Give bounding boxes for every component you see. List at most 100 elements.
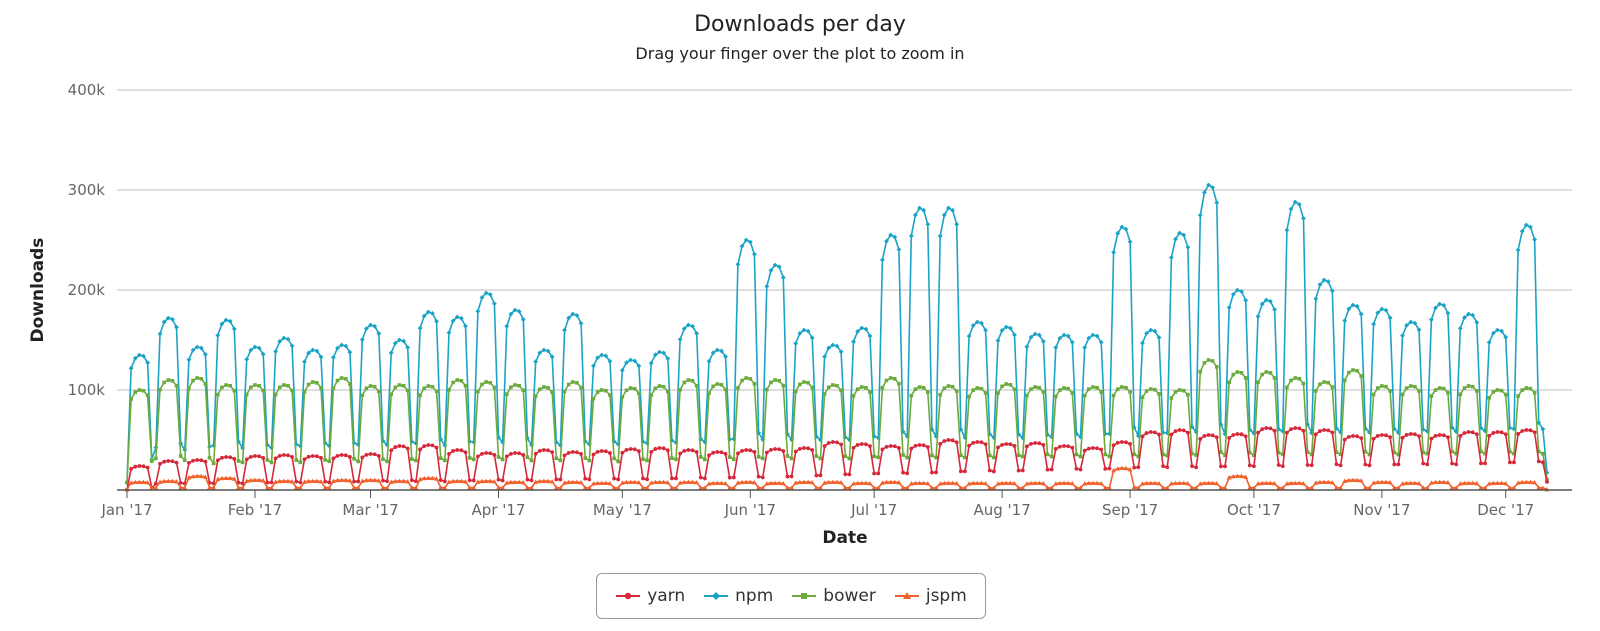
legend-item-bower[interactable]: bower bbox=[791, 586, 876, 606]
data-point-npm bbox=[1173, 236, 1178, 242]
data-point-bower bbox=[674, 457, 678, 462]
data-point-npm bbox=[1012, 332, 1017, 338]
data-point-yarn bbox=[1417, 434, 1421, 439]
data-point-bower bbox=[1177, 388, 1182, 392]
data-point-jspm bbox=[966, 481, 972, 486]
data-point-bower bbox=[571, 380, 575, 384]
data-point-jspm bbox=[644, 485, 650, 490]
data-point-bower bbox=[397, 383, 402, 387]
data-point-yarn bbox=[1379, 433, 1384, 437]
legend-item-yarn[interactable]: yarn bbox=[615, 586, 685, 606]
data-point-jspm bbox=[1259, 480, 1265, 486]
data-point-jspm bbox=[405, 479, 411, 484]
data-point-bower bbox=[909, 393, 914, 398]
data-point-npm bbox=[1358, 311, 1364, 317]
data-point-yarn bbox=[1301, 428, 1306, 433]
data-point-bower bbox=[389, 392, 393, 397]
data-point-jspm bbox=[1235, 473, 1240, 478]
data-point-npm bbox=[413, 440, 419, 446]
data-point-jspm bbox=[743, 479, 749, 484]
data-point-bower bbox=[1037, 385, 1042, 390]
data-point-yarn bbox=[385, 479, 389, 484]
data-point-yarn bbox=[1318, 429, 1322, 433]
data-point-bower bbox=[690, 379, 695, 383]
data-point-npm bbox=[479, 295, 485, 300]
data-point-yarn bbox=[418, 447, 422, 452]
data-point-yarn bbox=[442, 479, 447, 484]
data-point-jspm bbox=[801, 479, 807, 484]
data-point-jspm bbox=[165, 478, 171, 483]
data-point-yarn bbox=[773, 447, 777, 451]
data-point-yarn bbox=[1210, 433, 1215, 438]
data-point-npm bbox=[1090, 332, 1096, 338]
legend-item-npm[interactable]: npm bbox=[703, 586, 773, 606]
data-point-bower bbox=[608, 393, 612, 397]
data-point-yarn bbox=[843, 472, 848, 477]
data-point-jspm bbox=[236, 485, 241, 490]
data-point-bower bbox=[496, 455, 501, 459]
data-point-yarn bbox=[191, 458, 195, 463]
data-point-yarn bbox=[698, 475, 703, 480]
data-point-npm bbox=[417, 325, 423, 331]
data-point-bower bbox=[798, 382, 802, 387]
data-point-jspm bbox=[1511, 485, 1517, 490]
data-point-yarn bbox=[884, 444, 889, 449]
legend-item-jspm[interactable]: jspm bbox=[894, 586, 967, 606]
data-point-npm bbox=[1490, 330, 1496, 336]
data-point-npm bbox=[405, 345, 411, 350]
data-point-jspm bbox=[1420, 485, 1426, 490]
data-point-bower bbox=[1330, 385, 1335, 389]
data-point-yarn bbox=[1190, 464, 1194, 468]
data-point-jspm bbox=[974, 480, 980, 485]
data-point-npm bbox=[1478, 425, 1484, 431]
data-point-npm bbox=[347, 349, 353, 355]
data-point-bower bbox=[736, 386, 740, 390]
data-point-jspm bbox=[1466, 480, 1471, 485]
data-point-yarn bbox=[1132, 465, 1137, 470]
data-point-yarn bbox=[946, 438, 951, 442]
data-point-yarn bbox=[566, 450, 571, 455]
data-point-npm bbox=[917, 205, 922, 211]
data-point-npm bbox=[339, 342, 345, 348]
data-point-bower bbox=[1219, 450, 1223, 454]
data-point-bower bbox=[422, 386, 427, 391]
data-point-yarn bbox=[897, 446, 901, 450]
data-point-jspm bbox=[1156, 480, 1162, 486]
data-point-yarn bbox=[950, 438, 955, 443]
data-point-yarn bbox=[967, 443, 971, 448]
data-point-npm bbox=[450, 318, 456, 324]
data-point-npm bbox=[165, 315, 171, 321]
data-point-jspm bbox=[1272, 480, 1277, 486]
data-point-npm bbox=[549, 354, 555, 360]
data-point-jspm bbox=[1408, 480, 1414, 485]
data-point-yarn bbox=[533, 451, 538, 456]
data-point-yarn bbox=[830, 440, 835, 444]
data-point-jspm bbox=[1140, 481, 1145, 486]
data-point-bower bbox=[992, 455, 996, 460]
data-point-bower bbox=[500, 457, 505, 462]
data-point-npm bbox=[1003, 324, 1009, 330]
data-point-bower bbox=[1454, 451, 1458, 456]
data-point-jspm bbox=[1045, 485, 1050, 490]
data-point-jspm bbox=[1490, 480, 1496, 486]
data-point-bower bbox=[426, 384, 431, 388]
data-point-jspm bbox=[186, 475, 192, 480]
data-point-npm bbox=[1416, 327, 1422, 333]
data-point-npm bbox=[937, 233, 943, 239]
data-point-bower bbox=[401, 383, 406, 388]
data-point-bower bbox=[967, 394, 971, 399]
y-tick-label: 200k bbox=[68, 281, 106, 299]
data-point-yarn bbox=[847, 472, 852, 477]
data-point-jspm bbox=[1288, 480, 1294, 486]
data-point-jspm bbox=[1334, 485, 1339, 490]
data-point-yarn bbox=[1392, 462, 1397, 467]
data-point-npm bbox=[1123, 226, 1129, 232]
data-point-npm bbox=[302, 359, 307, 365]
data-point-yarn bbox=[1285, 430, 1289, 435]
data-point-bower bbox=[744, 376, 748, 380]
data-point-jspm bbox=[933, 485, 939, 490]
data-point-bower bbox=[1223, 453, 1227, 458]
data-point-yarn bbox=[1334, 462, 1339, 467]
data-point-bower bbox=[975, 386, 980, 390]
